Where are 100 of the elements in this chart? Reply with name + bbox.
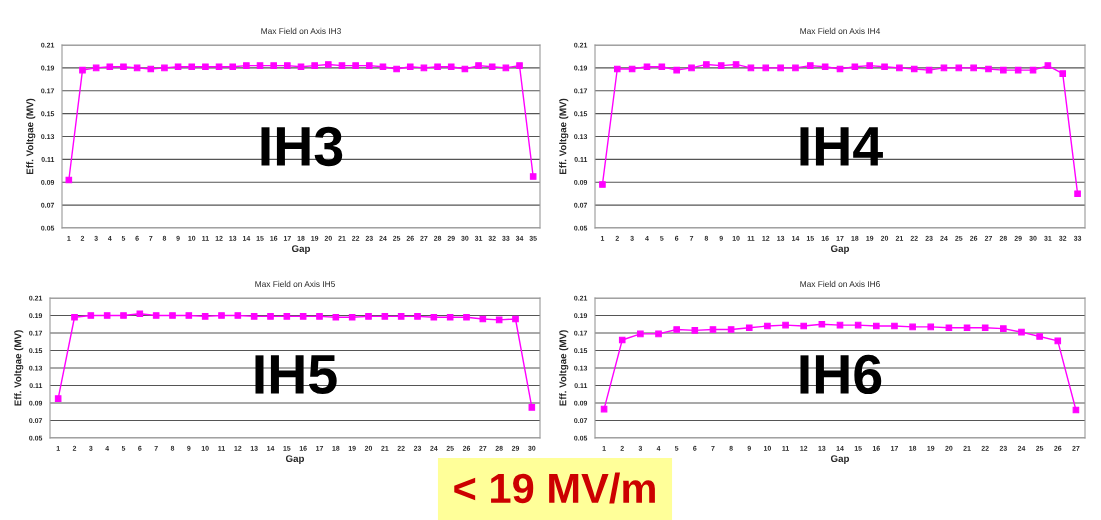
point [430,313,438,321]
point [764,322,771,330]
point [434,63,441,71]
point [909,323,916,331]
point [316,313,323,320]
point [381,313,389,320]
point [709,326,717,333]
point [777,64,784,72]
point [488,63,496,71]
point [446,313,454,321]
point [311,62,318,69]
x-axis-title: Gap [830,455,850,464]
point [516,62,523,69]
point [325,61,332,68]
point [250,313,258,320]
point [1074,190,1081,197]
point [821,63,829,71]
point [79,66,86,74]
x-axis-title: Gap [285,455,305,464]
point [727,326,735,333]
point [1036,333,1043,340]
point [393,65,400,73]
point [688,64,695,72]
point [512,315,519,323]
point [691,327,699,334]
point [243,62,250,69]
point [463,313,470,321]
point [365,62,373,69]
point [120,63,127,71]
point [945,324,953,332]
point [352,62,359,69]
point [673,66,680,74]
point [1054,337,1062,345]
point [782,321,789,329]
point [1000,66,1007,74]
point [873,322,880,330]
point [981,324,989,332]
point [215,63,223,71]
point [283,313,291,320]
point [955,64,963,72]
point [365,313,372,320]
point [637,330,644,338]
point [348,313,356,321]
point [658,63,666,71]
point [963,324,971,332]
point [188,63,196,71]
point [136,310,144,318]
point [338,62,346,69]
point [792,64,799,72]
y-axis-title: Eff. Voltgae (MV) [559,98,569,175]
point [613,65,621,73]
point [406,63,414,71]
point [71,313,78,321]
point [1000,325,1007,332]
point [297,63,305,71]
point [201,313,209,320]
point [174,63,182,71]
chart-title: Max Field on Axis IH6 [800,280,880,287]
point [529,173,537,180]
point [896,64,903,72]
point [927,323,935,331]
point [818,320,826,328]
annotation: IH4 [800,127,883,166]
point [475,62,482,69]
point [202,63,209,71]
point [643,63,651,71]
y-axis-title: Eff. Voltgae (MV) [26,98,36,175]
point [284,62,291,69]
point [256,62,264,69]
point [910,65,918,73]
point [807,62,814,69]
point [447,63,455,71]
text: < 19 MV/m [454,472,655,504]
point [147,65,155,73]
point [618,336,626,344]
chart-title: Max Field on Axis IH5 [255,280,335,287]
point [169,312,176,319]
point [332,313,340,321]
point [745,324,753,332]
point [379,63,387,71]
point [703,61,710,68]
point [161,64,168,72]
chart-title: Max Field on Axis IH4 [800,27,881,34]
point [599,181,606,188]
point [218,312,225,319]
point [1059,70,1067,77]
point [732,61,740,68]
point [866,62,873,69]
point [299,313,307,320]
point [673,326,680,333]
point [655,330,662,338]
point [1018,328,1025,336]
point [267,313,274,320]
point [762,64,770,72]
point [397,313,405,320]
y-axis-title: Eff. Voltgae (MV) [559,330,569,406]
point [234,312,242,319]
point [800,322,807,330]
point [87,312,95,319]
x-axis-title: Gap [830,245,850,254]
